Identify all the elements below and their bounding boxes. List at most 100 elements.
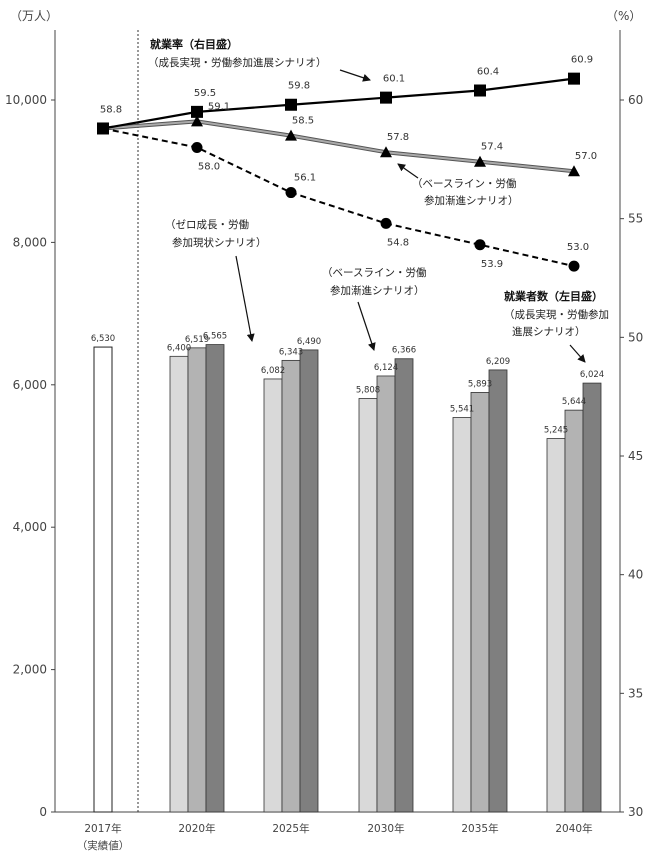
growth-rate-label: 60.4 <box>477 67 499 78</box>
bar <box>299 349 319 813</box>
bar-value-label: 6,082 <box>261 366 285 376</box>
x-category-sublabel: （実績値） <box>77 839 130 852</box>
bar-value-label: 6,209 <box>486 357 510 367</box>
bar-value-label: 5,808 <box>356 385 380 395</box>
left-tick-label: 4,000 <box>13 520 47 534</box>
rate-baseline-arrow <box>397 163 419 179</box>
circle-marker <box>474 239 486 251</box>
rate-growth-annotation: （成長実現・労働参加進展シナリオ） <box>148 56 327 69</box>
bar-value-label: 5,245 <box>544 426 568 436</box>
square-marker <box>568 72 580 85</box>
growth-rate-label: 59.8 <box>288 81 310 92</box>
zero-growth-rate-label: 56.1 <box>294 173 316 184</box>
zero-growth-annotation-1: （ゼロ成長・労働 <box>165 218 249 231</box>
zero-growth-rate-label: 53.9 <box>481 259 503 270</box>
bar-value-label: 6,530 <box>91 334 115 344</box>
bar-value-label: 5,893 <box>468 379 492 389</box>
bar-series <box>93 344 602 813</box>
triangle-marker <box>474 155 486 167</box>
bar <box>394 358 414 813</box>
growth-rate-label: 58.8 <box>100 104 122 115</box>
baseline-rate-label: 59.1 <box>208 101 230 112</box>
bar <box>452 417 472 813</box>
right-tick-label: 60 <box>628 93 643 107</box>
line-value-labels: 58.8 59.5 59.8 60.1 60.4 60.9 59.1 58.5 57.8 57.4… <box>100 55 597 270</box>
bar-value-label: 6,343 <box>279 347 303 357</box>
triangle-marker <box>568 165 580 177</box>
right-tick-label: 45 <box>628 449 643 463</box>
bar <box>564 409 584 813</box>
bar <box>582 382 602 813</box>
x-category-label: 2020年 <box>178 822 215 835</box>
bar-value-label: 6,490 <box>297 337 321 347</box>
bar-value-label: 6,024 <box>580 370 604 380</box>
baseline-rate-label: 58.5 <box>292 116 314 127</box>
right-tick-label: 55 <box>628 212 643 226</box>
rate-baseline-annotation-1: （ベースライン・労働 <box>412 177 516 190</box>
bar-value-label: 6,519 <box>185 335 209 345</box>
bar-baseline-arrow <box>357 301 376 351</box>
growth-rate-label: 60.9 <box>571 55 593 66</box>
bar-value-label: 6,400 <box>167 343 191 353</box>
rate-growth-arrow <box>339 69 371 82</box>
bar-value-label: 6,124 <box>374 363 398 373</box>
x-category-label: 2035年 <box>461 822 498 835</box>
left-tick-label: 8,000 <box>13 235 47 249</box>
bar-baseline-annotation-2: 参加漸進シナリオ） <box>330 284 425 297</box>
bar <box>169 355 189 813</box>
square-marker <box>285 98 297 111</box>
workers-title-annotation: 就業者数（左目盛） <box>504 289 603 303</box>
rate-title-annotation: 就業率（右目盛） <box>150 37 238 51</box>
circle-marker <box>380 217 392 229</box>
right-tick-label: 40 <box>628 568 643 582</box>
bar-value-label: 5,541 <box>450 404 474 414</box>
bar <box>470 392 490 813</box>
right-tick-label: 30 <box>628 805 643 819</box>
baseline-rate-label: 57.8 <box>387 132 409 143</box>
baseline-rate-label: 57.0 <box>575 151 597 162</box>
bar <box>205 344 225 813</box>
bar <box>358 398 378 813</box>
growth-rate-label: 60.1 <box>383 74 405 85</box>
square-marker <box>474 84 486 97</box>
right-axis-ticks: 30 35 40 45 50 55 60 <box>620 93 643 819</box>
x-category-label: 2017年 <box>84 822 121 835</box>
workers-growth-annotation-1: （成長実現・労働参加 <box>504 308 609 321</box>
x-category-label: 2030年 <box>367 822 404 835</box>
left-axis-ticks: 0 2,000 4,000 6,000 8,000 10,000 <box>5 93 55 819</box>
rate-baseline-annotation-2: 参加漸進シナリオ） <box>424 194 519 207</box>
bar <box>281 359 301 813</box>
baseline-rate-label: 57.4 <box>481 142 503 153</box>
left-tick-label: 10,000 <box>5 93 47 107</box>
bar <box>187 347 207 813</box>
bar-value-labels: 6,530 6,400 6,082 5,808 5,541 5,245 6,519 6,343… <box>91 332 604 436</box>
left-tick-label: 0 <box>39 805 47 819</box>
zero-growth-arrow <box>235 255 255 342</box>
bar <box>488 369 508 813</box>
square-marker <box>380 91 392 104</box>
line-growth <box>102 77 575 130</box>
bar <box>546 438 566 813</box>
right-tick-label: 35 <box>628 686 643 700</box>
line-series <box>102 77 575 268</box>
bar-value-label: 5,644 <box>562 397 586 407</box>
zero-growth-rate-label: 54.8 <box>387 237 409 248</box>
right-axis-unit: （%） <box>606 9 641 23</box>
bar <box>376 375 396 813</box>
triangle-marker <box>380 146 392 158</box>
bar-actual-2017 <box>93 346 113 813</box>
line-zero-growth <box>102 127 575 268</box>
workers-growth-arrow <box>569 344 586 363</box>
square-marker <box>191 105 203 118</box>
line-baseline <box>102 120 575 173</box>
bar-value-label: 6,366 <box>392 346 416 356</box>
triangle-marker <box>191 115 203 127</box>
zero-growth-rate-label: 53.0 <box>567 242 589 253</box>
x-category-label: 2040年 <box>555 822 592 835</box>
x-category-label: 2025年 <box>272 822 309 835</box>
workers-growth-annotation-2: 進展シナリオ） <box>512 326 586 338</box>
triangle-marker <box>285 129 297 141</box>
circle-marker <box>568 260 580 272</box>
bar-baseline-annotation-1: （ベースライン・労働 <box>322 266 426 279</box>
